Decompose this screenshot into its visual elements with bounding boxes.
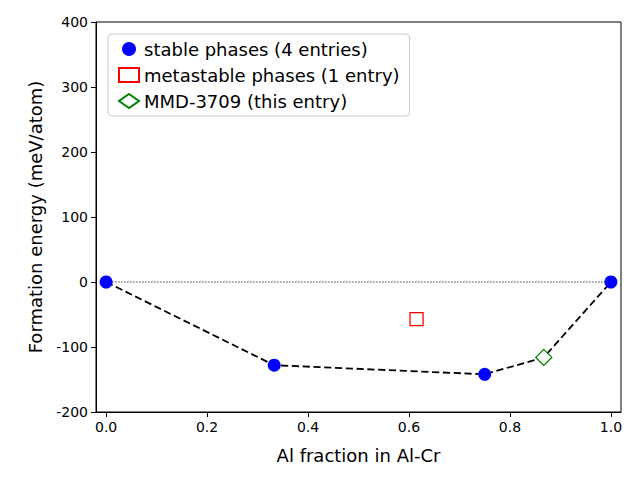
svg-text:0.8: 0.8 [499,419,521,435]
svg-text:Al fraction in Al-Cr: Al fraction in Al-Cr [277,445,441,466]
svg-text:200: 200 [61,144,88,160]
svg-text:MMD-3709 (this entry): MMD-3709 (this entry) [144,91,347,112]
svg-text:stable phases (4 entries): stable phases (4 entries) [144,39,368,60]
svg-text:-100: -100 [56,339,88,355]
svg-text:0.6: 0.6 [398,419,420,435]
svg-text:1.0: 1.0 [600,419,622,435]
svg-text:100: 100 [61,209,88,225]
svg-text:metastable phases (1 entry): metastable phases (1 entry) [144,65,400,86]
svg-text:0: 0 [79,274,88,290]
svg-text:300: 300 [61,79,88,95]
svg-text:Formation energy (meV/atom): Formation energy (meV/atom) [25,81,46,354]
svg-text:-200: -200 [56,404,88,420]
svg-text:0.0: 0.0 [95,419,117,435]
svg-text:0.2: 0.2 [196,419,218,435]
svg-text:0.4: 0.4 [297,419,319,435]
svg-text:400: 400 [61,14,88,30]
